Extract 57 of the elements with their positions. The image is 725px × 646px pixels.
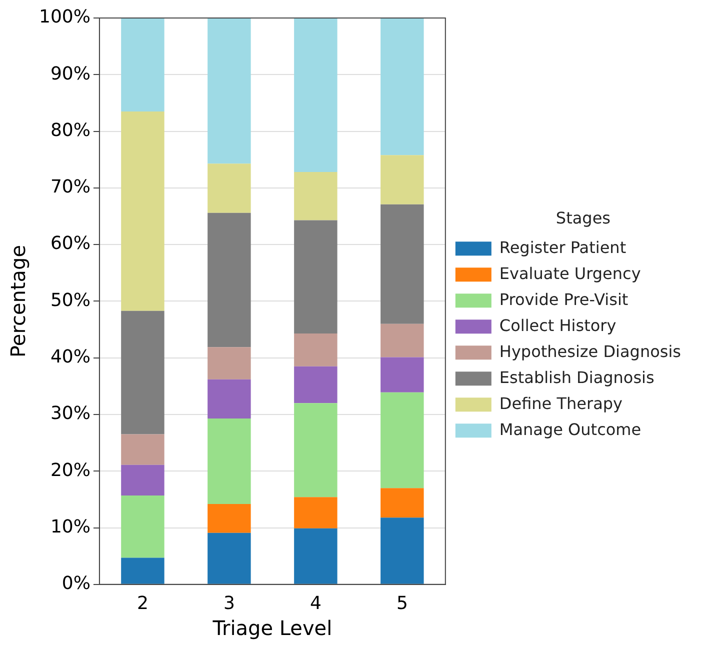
legend-label: Evaluate Urgency [499,264,641,283]
bar [294,528,338,584]
legend-label: Define Therapy [499,394,622,413]
bar [380,324,424,358]
bar [380,155,424,204]
bar [294,220,338,334]
bar [121,111,164,311]
bar [294,497,338,528]
bar [380,518,424,584]
bar [294,366,338,404]
y-tick-label: 50% [50,290,90,311]
y-tick-label: 100% [38,6,90,28]
bar [208,18,251,164]
bar [380,357,424,392]
legend-label: Provide Pre-Visit [499,290,628,309]
bar [208,164,251,213]
bar [380,392,424,488]
bar [208,418,251,504]
bar [121,18,164,112]
bar [208,532,251,584]
bar [208,504,251,533]
x-tick-label: 3 [223,592,235,614]
y-tick-label: 90% [50,63,90,84]
bar [294,403,338,498]
bar [294,333,338,366]
x-tick-label: 4 [310,592,322,614]
y-tick-label: 70% [50,176,90,198]
bar [121,310,164,434]
y-tick-label: 0% [62,573,90,594]
legend-label: Establish Diagnosis [499,368,654,387]
bar [208,379,251,418]
legend-label: Hypothesize Diagnosis [499,342,682,361]
bar [380,18,424,156]
bar [121,464,164,496]
legend-label: Collect History [499,316,616,335]
bar [380,204,424,324]
bar [208,212,251,348]
y-tick-label: 30% [50,403,90,424]
legend-label: Manage Outcome [499,420,642,439]
legend-label: Register Patient [499,238,626,257]
x-axis-title: Triage Level [212,616,332,640]
bar [121,495,164,558]
bar [121,558,164,584]
x-tick-label: 5 [396,592,408,614]
y-axis-title: Percentage [6,244,30,358]
legend-title: Stages [556,208,610,228]
y-tick-label: 10% [50,516,90,538]
bar [380,488,424,518]
bar [121,434,164,465]
y-tick-label: 20% [50,460,90,481]
y-tick-label: 80% [50,120,90,141]
bar [294,18,338,172]
y-tick-label: 60% [50,233,90,254]
bar [294,172,338,220]
bar [208,347,251,380]
y-tick-label: 40% [50,346,90,368]
x-tick-label: 2 [136,592,148,614]
